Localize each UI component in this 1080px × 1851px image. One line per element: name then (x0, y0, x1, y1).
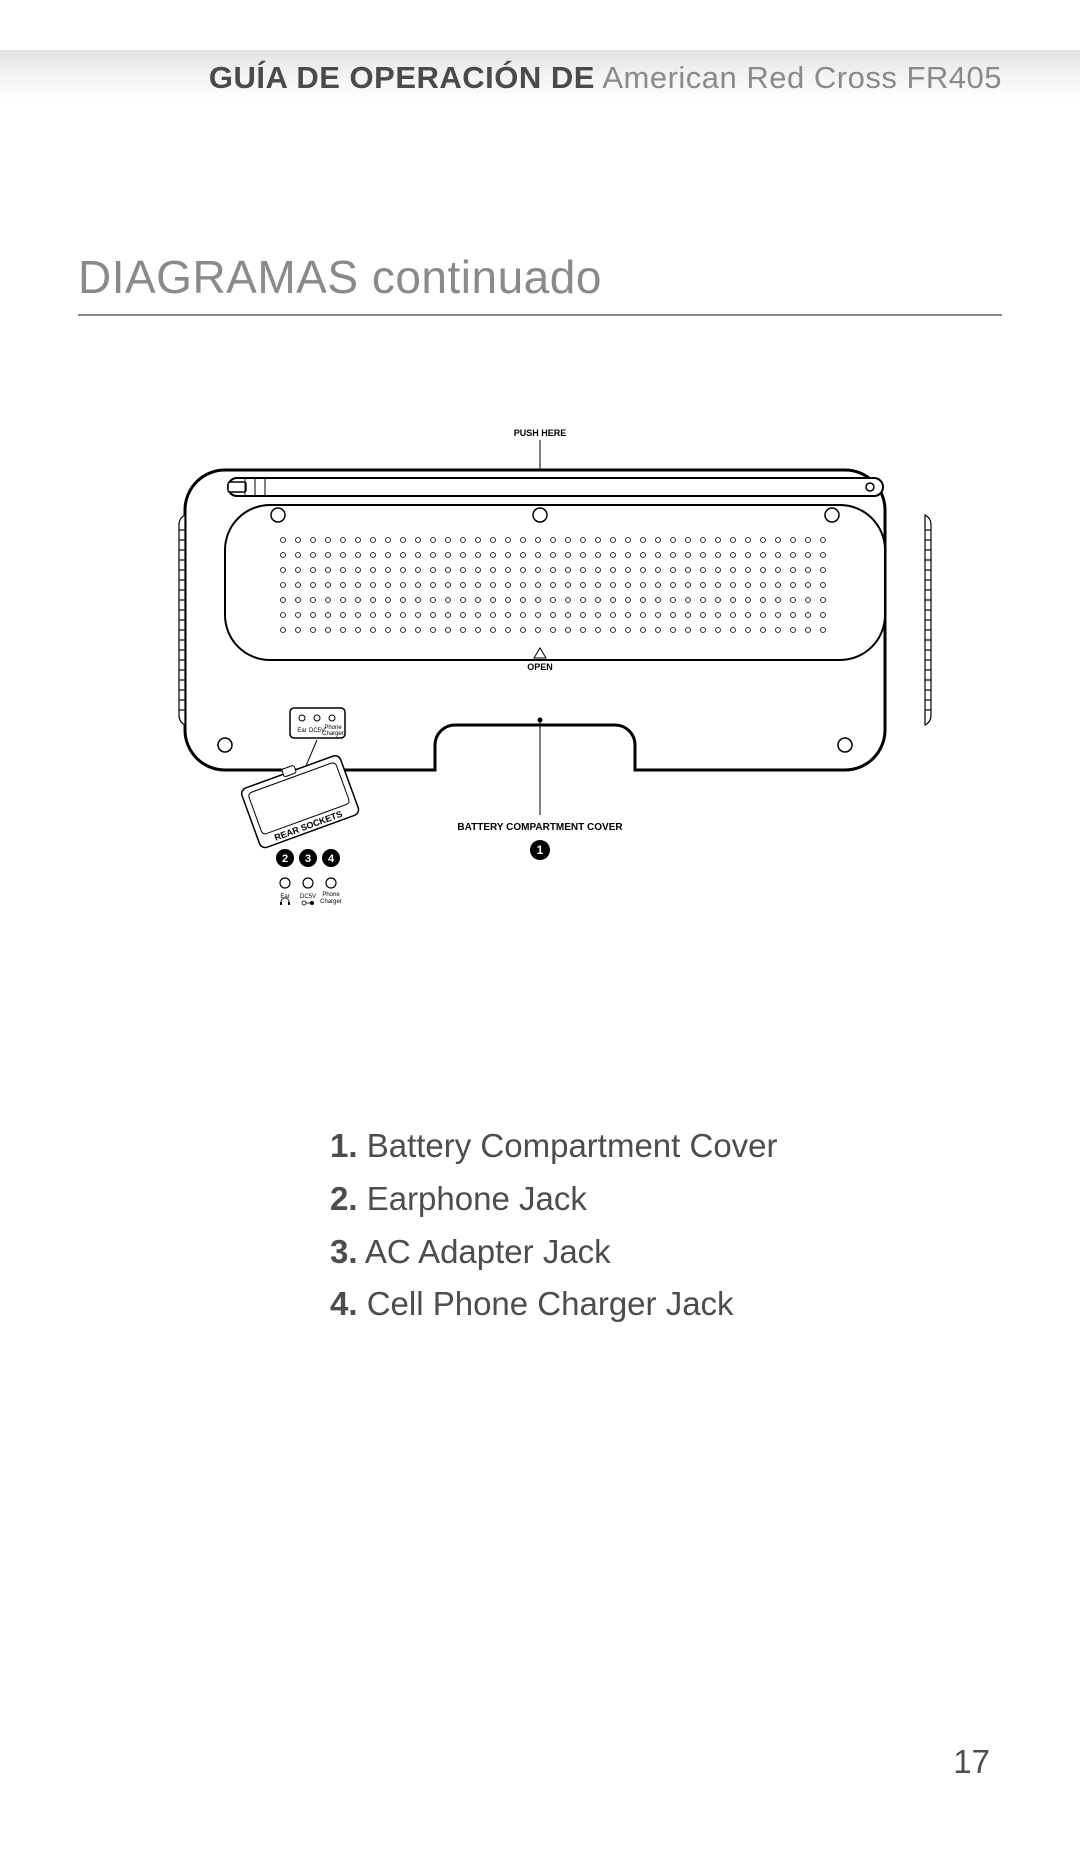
header-light: American Red Cross FR405 (595, 60, 1002, 95)
header-text: GUÍA DE OPERACIÓN DE American Red Cross … (209, 60, 1002, 96)
label-battery-cover: BATTERY COMPARTMENT COVER (457, 822, 623, 833)
legend-item-4: 4. Cell Phone Charger Jack (330, 1278, 778, 1331)
device-body: OPEN Ear DC5V Phone Charger REAR SOCKETS… (179, 470, 931, 905)
legend-item-2: 2. Earphone Jack (330, 1173, 778, 1226)
legend-list: 1. Battery Compartment Cover 2. Earphone… (330, 1120, 778, 1331)
callout-num-4: 4 (328, 853, 335, 865)
callout-234: 2 3 4 (276, 849, 340, 867)
label-push-here: PUSH HERE (514, 428, 567, 438)
label-open: OPEN (527, 662, 553, 672)
callout-num-1: 1 (537, 843, 544, 857)
section-title: DIAGRAMAS continuado (78, 250, 1002, 316)
legend-item-3: 3. AC Adapter Jack (330, 1226, 778, 1279)
svg-text:Phone: Phone (322, 892, 340, 898)
device-diagram: PUSH HERE (170, 420, 940, 940)
callout-num-3: 3 (305, 853, 311, 865)
svg-text:Charger: Charger (320, 899, 342, 905)
svg-text:Charger: Charger (322, 731, 344, 737)
page-number: 17 (953, 1743, 990, 1781)
callout-num-2: 2 (282, 853, 288, 865)
header-bold: GUÍA DE OPERACIÓN DE (209, 60, 595, 95)
legend-item-1: 1. Battery Compartment Cover (330, 1120, 778, 1173)
label-dc5v: DC5V (300, 894, 316, 900)
label-ear-on-body: Ear (297, 728, 306, 734)
